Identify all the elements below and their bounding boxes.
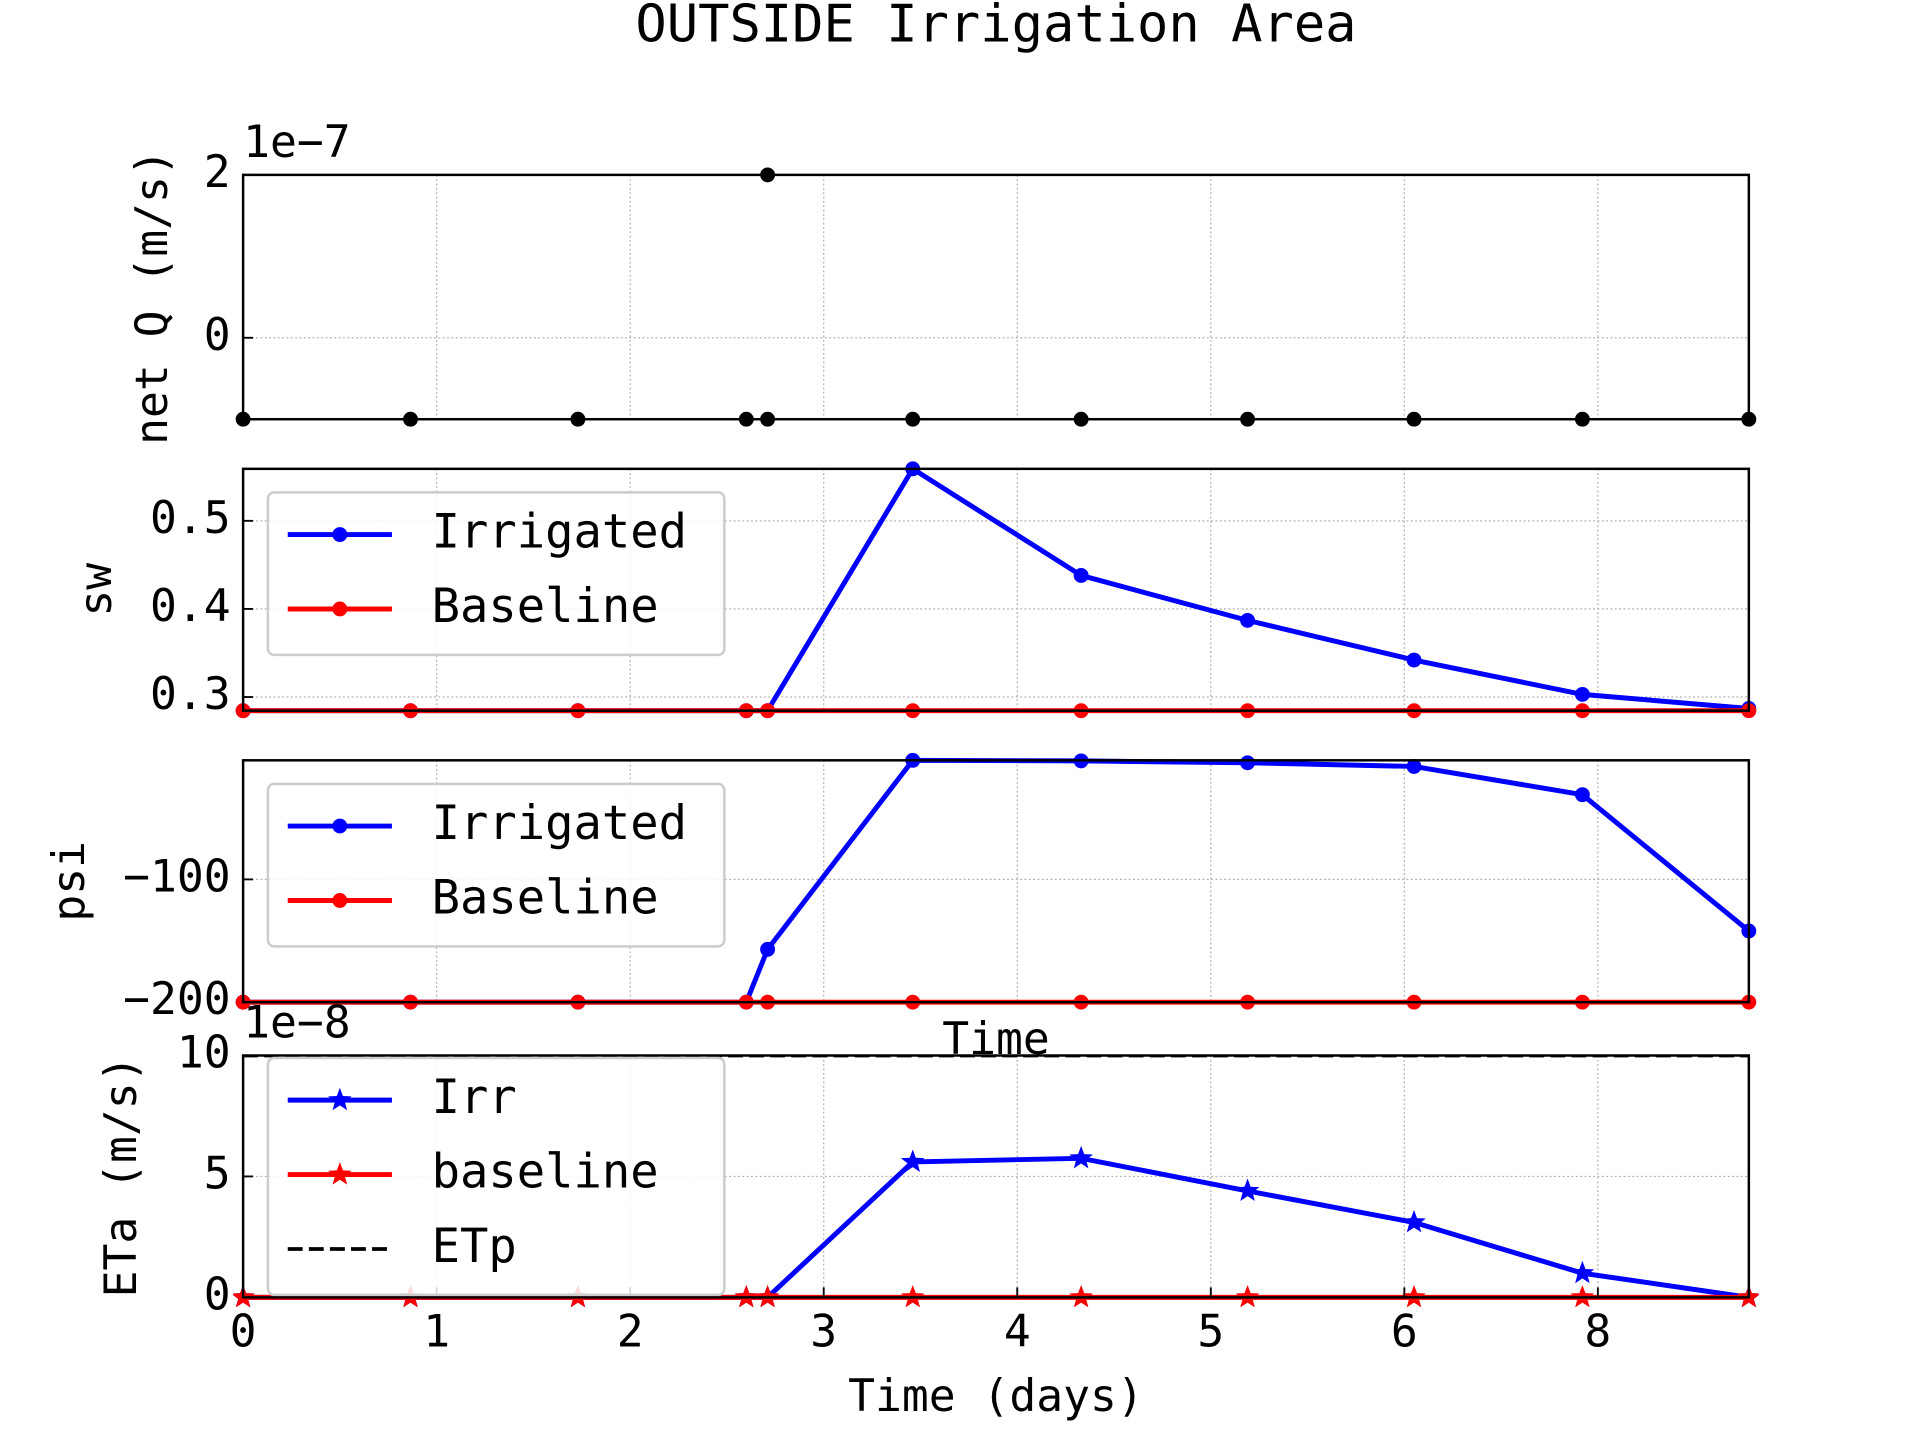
y-axis-label: sw bbox=[70, 563, 122, 617]
legend-label: baseline bbox=[432, 1145, 659, 1200]
point bbox=[1406, 652, 1422, 668]
plot-area bbox=[243, 174, 1749, 420]
point bbox=[332, 893, 348, 908]
star-marker bbox=[900, 1149, 925, 1172]
y-tick-label: −100 bbox=[123, 850, 231, 902]
star-marker bbox=[328, 1162, 352, 1185]
y-axis-label: ETa (m/s) bbox=[95, 1055, 147, 1297]
point bbox=[332, 527, 348, 543]
x-tick-label: 1 bbox=[423, 1306, 450, 1358]
y-axis-label: psi bbox=[43, 841, 95, 922]
star-marker bbox=[1570, 1260, 1595, 1284]
y-axis-label: net Q (m/s) bbox=[126, 149, 178, 445]
point bbox=[1240, 612, 1256, 628]
x-tick-label: 6 bbox=[1391, 1306, 1418, 1358]
legend-box bbox=[266, 1056, 726, 1297]
x-tick-label: 2 bbox=[617, 1306, 644, 1358]
point bbox=[1574, 787, 1590, 803]
point bbox=[1574, 686, 1590, 702]
y-tick-label: 10 bbox=[177, 1027, 231, 1079]
legend-label: Baseline bbox=[432, 579, 659, 634]
offset-text: 1e−7 bbox=[243, 116, 351, 168]
legend-label: Irr bbox=[432, 1070, 517, 1125]
plot-frame bbox=[241, 467, 1751, 712]
star-marker bbox=[328, 1087, 352, 1111]
y-tick-label: 0.4 bbox=[150, 580, 231, 632]
legend-label: Baseline bbox=[432, 870, 659, 925]
y-tick-label: −200 bbox=[123, 973, 231, 1025]
star-marker bbox=[1402, 1209, 1426, 1233]
point bbox=[1240, 755, 1256, 771]
plot-frame bbox=[241, 173, 1751, 421]
y-tick-label: 0.5 bbox=[150, 492, 231, 544]
x-tick-label: 0 bbox=[230, 1306, 257, 1358]
y-tick-label: 0 bbox=[204, 1268, 231, 1320]
y-tick-label: 5 bbox=[204, 1147, 231, 1199]
point bbox=[760, 941, 776, 957]
point bbox=[1406, 759, 1422, 774]
x-tick-label: 8 bbox=[1584, 1306, 1611, 1358]
y-tick-label: 2 bbox=[204, 146, 231, 198]
y-tick-label: 0 bbox=[204, 309, 231, 361]
y-tick-label: 0.3 bbox=[150, 668, 231, 720]
x-tick-label: 3 bbox=[810, 1306, 837, 1358]
point bbox=[332, 818, 348, 834]
x-axis-label: Time (days) bbox=[848, 1370, 1144, 1422]
star-marker bbox=[1235, 1178, 1260, 1201]
star-marker bbox=[1069, 1145, 1093, 1169]
x-tick-label: 5 bbox=[1197, 1306, 1224, 1358]
figure-title: OUTSIDE Irrigation Area bbox=[635, 0, 1356, 54]
legend-label: Irrigated bbox=[432, 505, 687, 560]
x-tick-label: 4 bbox=[1004, 1306, 1031, 1358]
point bbox=[332, 601, 348, 617]
offset-text: 1e−8 bbox=[243, 997, 351, 1049]
point bbox=[1073, 568, 1089, 583]
legend-label: ETp bbox=[432, 1219, 517, 1274]
plot-frame bbox=[241, 759, 1751, 1004]
legend-label: Irrigated bbox=[432, 796, 687, 851]
